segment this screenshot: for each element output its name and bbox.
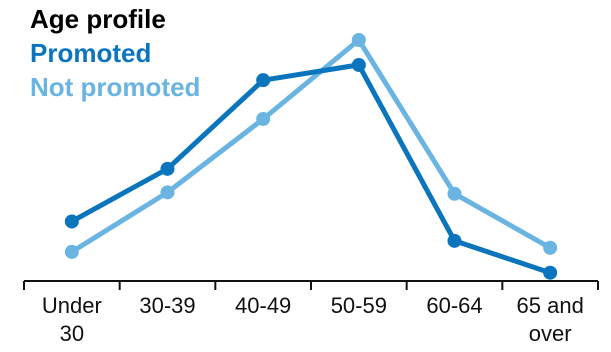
x-tick-labels: Under 30 30-39 40-49 50-59 60-64 65 and over	[42, 293, 584, 346]
series-promoted	[64, 57, 558, 280]
x-tick-label-line: Under	[42, 293, 102, 318]
x-tick-label-line: 30	[60, 321, 84, 346]
x-tick-label: 30-39	[139, 293, 195, 318]
x-tick-label-line: over	[529, 321, 572, 346]
data-point-promoted	[447, 233, 462, 248]
data-point-not-promoted	[351, 33, 366, 48]
legend-entry-promoted: Promoted	[30, 38, 152, 68]
data-point-promoted	[160, 161, 175, 176]
x-tick-label-line: 40-49	[235, 293, 291, 318]
x-tick-label: 40-49	[235, 293, 291, 318]
legend-entry-not-promoted: Not promoted	[30, 72, 201, 102]
x-axis	[23, 280, 599, 290]
x-tick-label-line: 65 and	[517, 293, 584, 318]
data-point-not-promoted	[64, 244, 79, 259]
data-point-promoted	[64, 214, 79, 229]
series-line-not-promoted	[69, 37, 553, 255]
data-point-not-promoted	[256, 111, 271, 126]
x-tick-label: Under 30	[42, 293, 102, 346]
x-tick-label-line: 50-59	[331, 293, 387, 318]
x-tick-label-line: 60-64	[426, 293, 482, 318]
data-point-not-promoted	[543, 240, 558, 255]
data-point-promoted	[543, 265, 558, 280]
x-tick-label: 50-59	[331, 293, 387, 318]
series-line-promoted	[69, 62, 553, 276]
chart-title: Age profile	[30, 4, 166, 34]
x-tick-label: 65 and over	[517, 293, 584, 346]
legend: Age profile Promoted Not promoted	[30, 2, 200, 104]
series-not-promoted	[64, 33, 558, 259]
x-tick-label-line: 30-39	[139, 293, 195, 318]
series-layer	[64, 33, 558, 280]
data-point-promoted	[256, 73, 271, 88]
data-point-not-promoted	[447, 186, 462, 201]
x-tick-label: 60-64	[426, 293, 482, 318]
data-point-promoted	[351, 57, 366, 72]
data-point-not-promoted	[160, 185, 175, 200]
